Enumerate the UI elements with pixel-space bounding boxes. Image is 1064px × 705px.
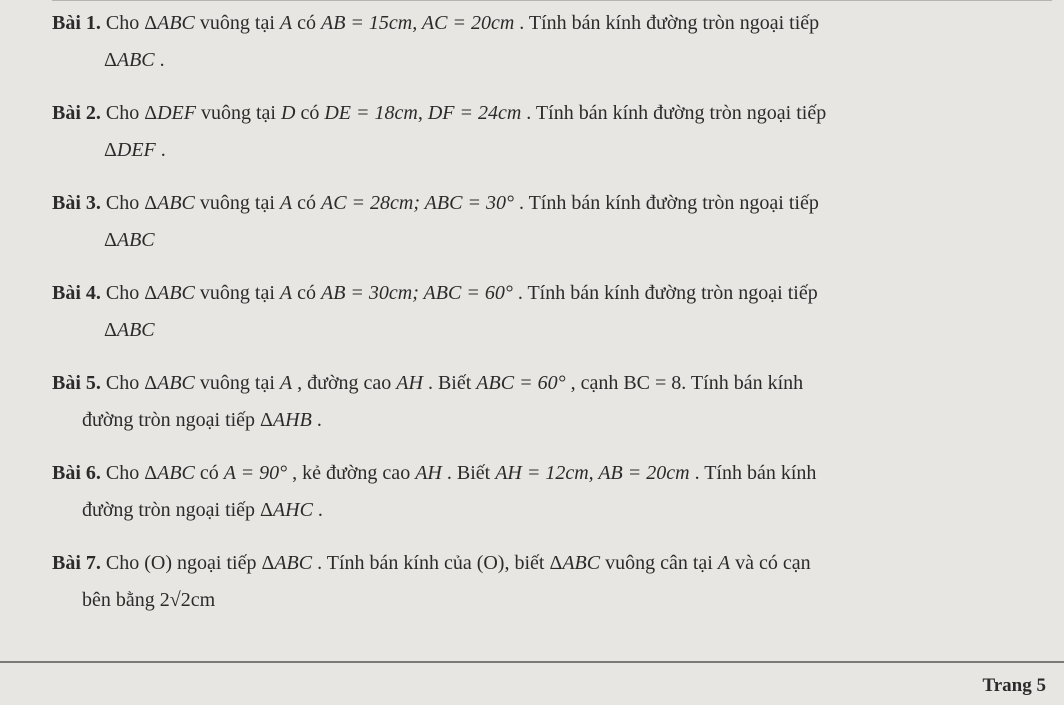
top-divider	[52, 0, 1052, 1]
problem-3: Bài 3. Cho ΔABC vuông tại A có AC = 28cm…	[52, 188, 1050, 256]
problem-label: Bài 4.	[52, 282, 101, 304]
problem-label: Bài 6.	[52, 462, 101, 484]
bottom-divider	[0, 661, 1064, 663]
problem-4: Bài 4. Cho ΔABC vuông tại A có AB = 30cm…	[52, 278, 1050, 346]
problem-7: Bài 7. Cho (O) ngoại tiếp ΔABC . Tính bá…	[52, 548, 1050, 616]
problem-label: Bài 1.	[52, 12, 101, 34]
problem-label: Bài 7.	[52, 552, 101, 574]
problem-6: Bài 6. Cho ΔABC có A = 90° , kẻ đường ca…	[52, 458, 1050, 526]
problem-1: Bài 1. Cho ΔABC vuông tại A có AB = 15cm…	[52, 8, 1050, 76]
problem-label: Bài 2.	[52, 102, 101, 124]
problem-label: Bài 5.	[52, 372, 101, 394]
page-number: Trang 5	[982, 675, 1046, 697]
problem-2: Bài 2. Cho ΔDEF vuông tại D có DE = 18cm…	[52, 98, 1050, 166]
problem-label: Bài 3.	[52, 192, 101, 214]
problem-5: Bài 5. Cho ΔABC vuông tại A , đường cao …	[52, 368, 1050, 436]
